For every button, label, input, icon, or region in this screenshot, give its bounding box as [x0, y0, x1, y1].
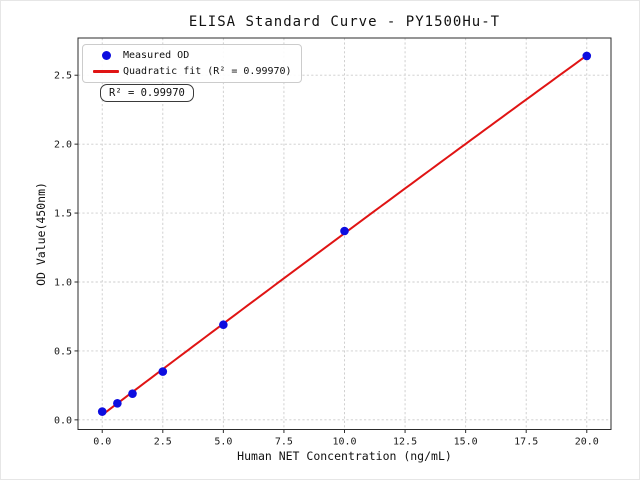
y-tick-label: 1.5 [54, 209, 72, 220]
measured-od-point [128, 389, 137, 398]
y-tick-label: 0.5 [54, 346, 72, 357]
y-axis-label: OD Value(450nm) [34, 182, 48, 286]
legend-marker-cell [89, 51, 123, 60]
x-tick-label: 0.0 [93, 437, 111, 448]
legend-item-measured-od: Measured OD [89, 50, 292, 61]
legend-marker-cell [89, 70, 123, 73]
y-tick-label: 0.0 [54, 415, 72, 426]
r-squared-annotation: R² = 0.99970 [100, 84, 194, 102]
x-tick-label: 10.0 [332, 437, 356, 448]
fit-line-marker-icon [93, 70, 119, 73]
measured-od-point [340, 226, 349, 236]
chart-title: ELISA Standard Curve - PY1500Hu-T [188, 14, 501, 30]
x-axis-label: Human NET Concentration (ng/mL) [237, 449, 452, 463]
x-tick-label: 5.0 [214, 437, 232, 448]
measured-od-point [97, 407, 107, 416]
x-tick-label: 15.0 [454, 437, 478, 448]
x-tick-label: 2.5 [154, 437, 172, 448]
legend-item-quadratic-fit: Quadratic fit (R² = 0.99970) [89, 66, 292, 77]
measured-od-point [582, 51, 592, 61]
measured-od-point [113, 399, 122, 408]
measured-od-point [158, 367, 168, 376]
legend-label-measured-od: Measured OD [123, 50, 190, 61]
x-tick-label: 17.5 [514, 437, 538, 448]
scatter-marker-icon [101, 51, 111, 60]
x-tick-label: 7.5 [275, 437, 293, 448]
legend-label-quadratic-fit: Quadratic fit (R² = 0.99970) [123, 66, 292, 77]
y-tick-label: 2.0 [54, 140, 72, 151]
y-tick-label: 1.0 [54, 277, 72, 288]
measured-od-point [219, 320, 228, 330]
x-tick-label: 20.0 [575, 437, 599, 448]
y-tick-label: 2.5 [54, 71, 72, 82]
legend: Measured OD Quadratic fit (R² = 0.99970) [82, 44, 302, 83]
x-tick-label: 12.5 [393, 437, 417, 448]
